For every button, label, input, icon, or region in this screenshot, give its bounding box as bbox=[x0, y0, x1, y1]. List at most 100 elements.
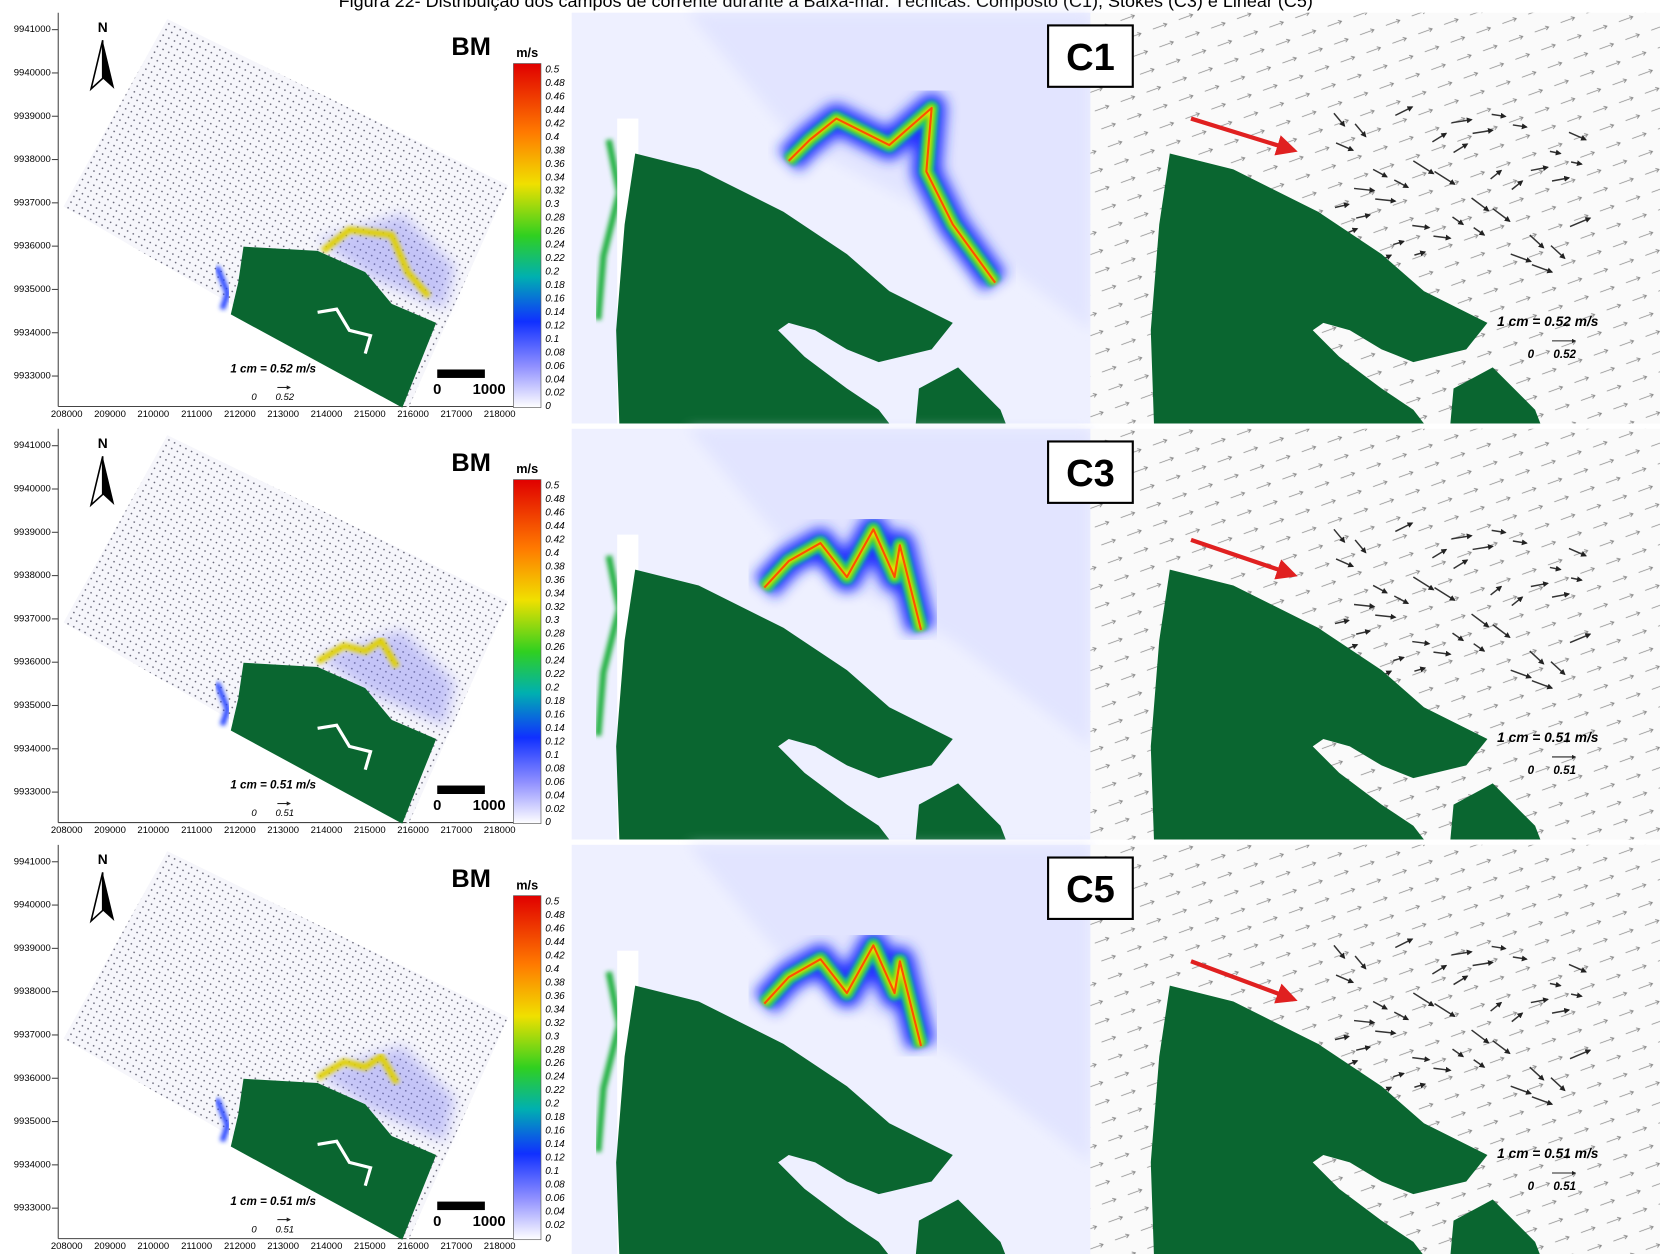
figure: Figura 22- Distribuição dos campos de co… bbox=[0, 0, 1660, 1254]
x-tick-label: 208000 bbox=[51, 409, 83, 420]
x-tick-label: 211000 bbox=[181, 409, 212, 420]
scale-bar-label: 1000 bbox=[473, 798, 506, 814]
colorbar-tick-label: 0.42 bbox=[545, 951, 565, 962]
vector-scale: 1 cm = 0.51 m/s bbox=[230, 1195, 316, 1208]
colorbar-tick-label: 0.04 bbox=[545, 374, 565, 385]
x-tick-label: 215000 bbox=[354, 1241, 386, 1252]
caption: Figura 22- Distribuição dos campos de co… bbox=[339, 0, 1313, 11]
vector-scale-zero: 0 bbox=[251, 808, 257, 819]
colorbar-tick-label: 0.18 bbox=[545, 696, 565, 707]
colorbar-tick-label: 0.18 bbox=[545, 1112, 565, 1123]
y-tick-label: 9940000 bbox=[14, 484, 51, 495]
y-tick-label: 9935000 bbox=[14, 284, 51, 295]
colorbar-tick-label: 0.48 bbox=[545, 78, 565, 89]
colorbar-tick-label: 0.34 bbox=[545, 172, 565, 183]
colorbar-tick-label: 0.16 bbox=[545, 293, 565, 304]
x-tick-label: 208000 bbox=[51, 825, 83, 836]
x-tick-label: 216000 bbox=[397, 1241, 429, 1252]
colorbar-unit: m/s bbox=[516, 46, 538, 60]
x-tick-label: 213000 bbox=[267, 1241, 299, 1252]
north-label: N bbox=[98, 436, 108, 451]
page: {"caption": "Figura 22- Distribuição dos… bbox=[0, 0, 1660, 1254]
scale-bar-label: 0 bbox=[433, 798, 441, 814]
colorbar-tick-label: 0.1 bbox=[545, 750, 559, 761]
colorbar-tick-label: 0.48 bbox=[545, 910, 565, 921]
colorbar bbox=[513, 64, 541, 408]
speed-zoom bbox=[572, 429, 1091, 840]
colorbar-tick-label: 0.38 bbox=[545, 977, 565, 988]
colorbar-tick-label: 0 bbox=[545, 817, 551, 828]
y-tick-label: 9938000 bbox=[14, 154, 51, 165]
y-tick-label: 9939000 bbox=[14, 527, 51, 538]
x-tick-label: 210000 bbox=[137, 409, 169, 420]
y-tick-label: 9941000 bbox=[14, 440, 51, 451]
model-grid bbox=[64, 19, 509, 408]
north-arrow bbox=[103, 456, 115, 505]
colorbar-tick-label: 0.24 bbox=[545, 240, 565, 251]
x-tick-label: 217000 bbox=[441, 825, 473, 836]
vector-scale: 1 cm = 0.52 m/s bbox=[1497, 314, 1599, 329]
colorbar-tick-label: 0.48 bbox=[545, 494, 565, 505]
x-tick-label: 212000 bbox=[224, 825, 256, 836]
colorbar-tick-label: 0.32 bbox=[545, 1018, 565, 1029]
scale-bar bbox=[437, 1202, 485, 1210]
colorbar-tick-label: 0.36 bbox=[545, 991, 565, 1002]
colorbar-tick-label: 0.44 bbox=[545, 937, 565, 948]
scale-bar bbox=[437, 786, 485, 794]
colorbar-tick-label: 0.02 bbox=[545, 804, 565, 815]
vector-scale-zero: 0 bbox=[251, 392, 257, 403]
model-grid bbox=[64, 435, 509, 824]
colorbar-tick-label: 0.22 bbox=[545, 669, 565, 680]
colorbar-tick-label: 0.24 bbox=[545, 656, 565, 667]
north-arrow bbox=[91, 872, 103, 921]
zoom-label: C1 bbox=[1066, 37, 1115, 79]
overview-map: 9941000994000099390009938000993700099360… bbox=[14, 13, 565, 420]
colorbar-tick-label: 0.44 bbox=[545, 105, 565, 116]
tide-label: BM bbox=[451, 449, 491, 477]
north-label: N bbox=[98, 20, 108, 35]
colorbar-tick-label: 0.02 bbox=[545, 1220, 565, 1231]
x-tick-label: 209000 bbox=[94, 825, 126, 836]
scale-bar-label: 0 bbox=[433, 382, 441, 398]
x-tick-label: 218000 bbox=[484, 1241, 516, 1252]
colorbar-tick-label: 0.34 bbox=[545, 588, 565, 599]
y-tick-label: 9936000 bbox=[14, 657, 51, 668]
tide-label: BM bbox=[451, 33, 491, 61]
colorbar-tick-label: 0.28 bbox=[545, 213, 565, 224]
colorbar-tick-label: 0.26 bbox=[545, 642, 565, 653]
speed-zoom bbox=[572, 845, 1091, 1254]
colorbar-tick-label: 0.46 bbox=[545, 508, 565, 519]
colorbar-tick-label: 0.5 bbox=[545, 897, 559, 908]
speed-zoom bbox=[572, 13, 1091, 424]
colorbar-tick-label: 0.5 bbox=[545, 65, 559, 76]
y-tick-label: 9935000 bbox=[14, 1116, 51, 1127]
x-tick-label: 215000 bbox=[354, 825, 386, 836]
x-tick-label: 209000 bbox=[94, 409, 126, 420]
y-tick-label: 9933000 bbox=[14, 1203, 51, 1214]
y-tick-label: 9934000 bbox=[14, 1159, 51, 1170]
north-arrow bbox=[91, 456, 103, 505]
colorbar-tick-label: 0.32 bbox=[545, 186, 565, 197]
colorbar-tick-label: 0.06 bbox=[545, 361, 565, 372]
colorbar-tick-label: 0.14 bbox=[545, 307, 565, 318]
colorbar-tick-label: 0.1 bbox=[545, 334, 559, 345]
x-tick-label: 212000 bbox=[224, 1241, 256, 1252]
colorbar-tick-label: 0.26 bbox=[545, 226, 565, 237]
vector-scale-value: 0.51 bbox=[1553, 764, 1576, 777]
colorbar-tick-label: 0.38 bbox=[545, 561, 565, 572]
colorbar-tick-label: 0.36 bbox=[545, 159, 565, 170]
vector-scale-zero: 0 bbox=[1528, 1180, 1535, 1193]
colorbar-tick-label: 0.04 bbox=[545, 790, 565, 801]
colorbar-tick-label: 0.36 bbox=[545, 575, 565, 586]
y-tick-label: 9937000 bbox=[14, 1029, 51, 1040]
scale-bar-label: 0 bbox=[433, 1214, 441, 1230]
colorbar-tick-label: 0 bbox=[545, 401, 551, 412]
vector-scale-value: 0.51 bbox=[1553, 1180, 1576, 1193]
colorbar-tick-label: 0.1 bbox=[545, 1166, 559, 1177]
vector-zoom: C11 cm = 0.52 m/s00.52 bbox=[1048, 13, 1660, 424]
north-arrow bbox=[103, 40, 115, 89]
tide-label: BM bbox=[451, 865, 491, 893]
x-tick-label: 212000 bbox=[224, 409, 256, 420]
zoom-label: C3 bbox=[1066, 453, 1115, 495]
